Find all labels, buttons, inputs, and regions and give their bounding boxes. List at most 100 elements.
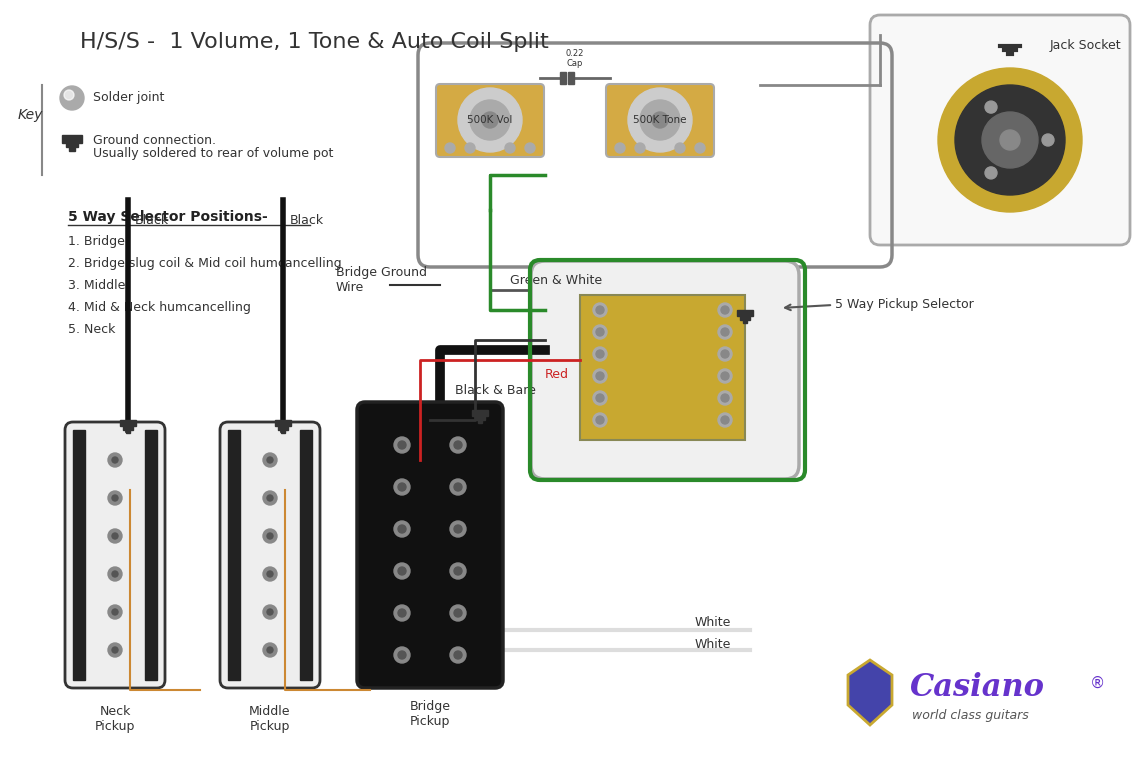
Text: Red: Red	[545, 368, 569, 381]
Text: Ground connection.: Ground connection.	[93, 133, 215, 147]
Circle shape	[450, 647, 466, 663]
Circle shape	[450, 521, 466, 537]
Text: 0.22
Cap: 0.22 Cap	[565, 49, 584, 68]
Circle shape	[985, 101, 998, 113]
Text: Middle
Pickup: Middle Pickup	[250, 705, 291, 733]
Circle shape	[596, 328, 604, 336]
Circle shape	[454, 651, 462, 659]
FancyBboxPatch shape	[357, 402, 503, 688]
Circle shape	[675, 143, 685, 153]
Circle shape	[465, 143, 475, 153]
Bar	[66, 143, 78, 147]
Bar	[568, 72, 575, 84]
Bar	[278, 426, 288, 430]
Circle shape	[398, 525, 406, 533]
Text: Solder joint: Solder joint	[93, 91, 164, 104]
Circle shape	[718, 303, 732, 317]
Circle shape	[593, 303, 606, 317]
FancyBboxPatch shape	[870, 15, 1130, 245]
Circle shape	[108, 643, 122, 657]
Circle shape	[454, 525, 462, 533]
Text: Casiano: Casiano	[910, 673, 1045, 703]
Text: Usually soldered to rear of volume pot: Usually soldered to rear of volume pot	[93, 148, 333, 161]
Circle shape	[64, 90, 74, 100]
Text: Black & Bare: Black & Bare	[455, 384, 536, 396]
Circle shape	[718, 369, 732, 383]
Circle shape	[450, 437, 466, 453]
FancyBboxPatch shape	[531, 261, 799, 479]
Text: 4. Mid & Neck humcancelling: 4. Mid & Neck humcancelling	[68, 301, 251, 314]
Circle shape	[482, 112, 498, 128]
Circle shape	[398, 651, 406, 659]
Circle shape	[398, 441, 406, 449]
Circle shape	[720, 328, 728, 336]
Circle shape	[394, 647, 410, 663]
Circle shape	[398, 567, 406, 575]
Bar	[560, 72, 565, 84]
Circle shape	[398, 483, 406, 491]
Bar	[123, 426, 133, 430]
Circle shape	[596, 394, 604, 402]
Circle shape	[720, 372, 728, 380]
Text: H/S/S -  1 Volume, 1 Tone & Auto Coil Split: H/S/S - 1 Volume, 1 Tone & Auto Coil Spl…	[80, 32, 548, 52]
Text: Jack Socket: Jack Socket	[1050, 39, 1122, 52]
Bar	[70, 147, 75, 151]
Circle shape	[718, 347, 732, 361]
Bar	[740, 316, 750, 320]
Circle shape	[108, 605, 122, 619]
Circle shape	[596, 372, 604, 380]
Bar	[73, 430, 86, 680]
Text: Black: Black	[290, 214, 324, 227]
Circle shape	[112, 533, 119, 539]
Circle shape	[267, 609, 272, 615]
Circle shape	[1000, 130, 1020, 150]
Circle shape	[526, 143, 535, 153]
FancyBboxPatch shape	[65, 422, 165, 688]
Text: 500K Vol: 500K Vol	[467, 115, 513, 125]
Bar	[62, 135, 82, 143]
Circle shape	[720, 350, 728, 358]
Circle shape	[112, 457, 119, 463]
Circle shape	[112, 647, 119, 653]
Circle shape	[394, 521, 410, 537]
Circle shape	[454, 609, 462, 617]
Text: 3. Middle: 3. Middle	[68, 279, 125, 292]
Text: Key: Key	[18, 108, 43, 122]
Circle shape	[398, 609, 406, 617]
Text: Neck
Pickup: Neck Pickup	[95, 705, 136, 733]
Text: Green & White: Green & White	[510, 273, 602, 286]
Circle shape	[112, 609, 119, 615]
Circle shape	[112, 571, 119, 577]
Circle shape	[652, 112, 668, 128]
Circle shape	[720, 394, 728, 402]
Circle shape	[267, 571, 272, 577]
Circle shape	[596, 416, 604, 424]
Text: 5. Neck: 5. Neck	[68, 323, 115, 336]
Circle shape	[1042, 134, 1054, 146]
Circle shape	[454, 441, 462, 449]
Bar	[127, 430, 130, 433]
Text: 500K Tone: 500K Tone	[633, 115, 686, 125]
Circle shape	[505, 143, 515, 153]
FancyBboxPatch shape	[220, 422, 320, 688]
Bar	[300, 430, 312, 680]
Circle shape	[718, 413, 732, 427]
Circle shape	[108, 529, 122, 543]
Text: 2. Bridge slug coil & Mid coil humcancelling: 2. Bridge slug coil & Mid coil humcancel…	[68, 257, 342, 270]
Text: White: White	[695, 638, 732, 651]
Bar	[145, 430, 157, 680]
Circle shape	[450, 479, 466, 495]
Circle shape	[394, 605, 410, 621]
Bar	[280, 430, 285, 433]
Circle shape	[635, 143, 645, 153]
Text: ®: ®	[1090, 676, 1106, 690]
FancyBboxPatch shape	[606, 84, 714, 157]
Circle shape	[60, 86, 84, 110]
Circle shape	[470, 100, 510, 140]
Circle shape	[720, 306, 728, 314]
Text: Bridge
Pickup: Bridge Pickup	[409, 700, 450, 728]
Circle shape	[596, 350, 604, 358]
Bar	[580, 295, 746, 440]
Circle shape	[938, 68, 1082, 212]
Circle shape	[108, 567, 122, 581]
